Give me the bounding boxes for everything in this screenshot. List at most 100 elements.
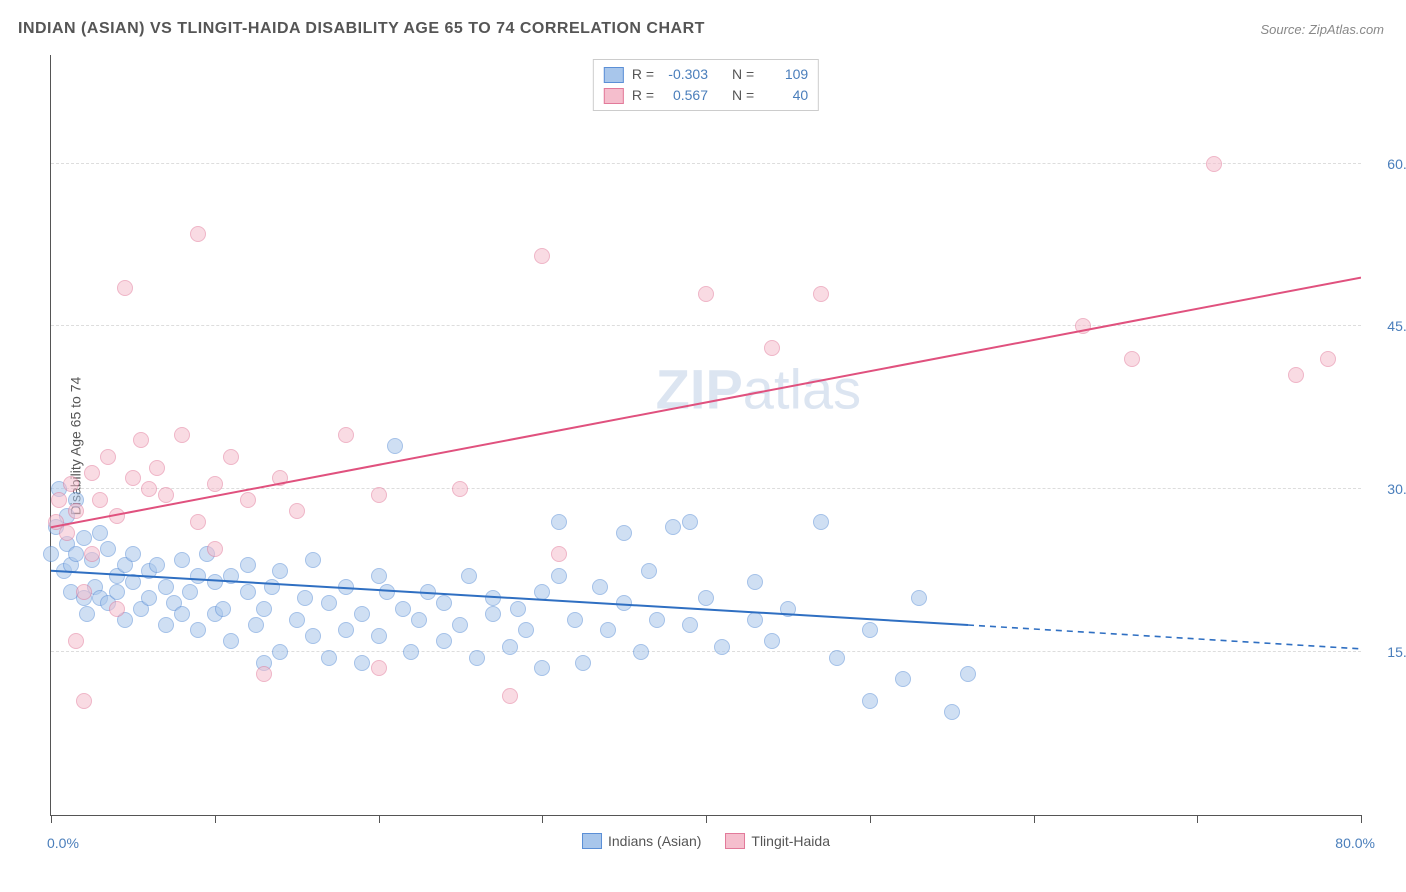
gridline	[51, 488, 1361, 489]
data-point	[321, 650, 337, 666]
data-point	[534, 584, 550, 600]
data-point	[338, 579, 354, 595]
data-point	[76, 584, 92, 600]
data-point	[63, 476, 79, 492]
data-point	[190, 622, 206, 638]
data-point	[452, 617, 468, 633]
swatch-indians	[604, 67, 624, 83]
data-point	[371, 628, 387, 644]
x-tick	[1361, 815, 1362, 823]
swatch-tlingit	[604, 88, 624, 104]
data-point	[649, 612, 665, 628]
data-point	[174, 552, 190, 568]
data-point	[1075, 318, 1091, 334]
series-legend: Indians (Asian) Tlingit-Haida	[582, 833, 830, 849]
legend-item-indians: Indians (Asian)	[582, 833, 701, 849]
data-point	[84, 465, 100, 481]
data-point	[141, 481, 157, 497]
x-tick	[542, 815, 543, 823]
swatch-indians	[582, 833, 602, 849]
data-point	[764, 633, 780, 649]
data-point	[51, 492, 67, 508]
data-point	[207, 574, 223, 590]
data-point	[100, 449, 116, 465]
data-point	[616, 595, 632, 611]
data-point	[215, 601, 231, 617]
y-tick-label: 30.0%	[1367, 481, 1406, 497]
data-point	[76, 530, 92, 546]
data-point	[240, 492, 256, 508]
data-point	[379, 584, 395, 600]
data-point	[534, 660, 550, 676]
data-point	[534, 248, 550, 264]
data-point	[256, 666, 272, 682]
data-point	[461, 568, 477, 584]
data-point	[862, 693, 878, 709]
data-point	[436, 633, 452, 649]
data-point	[354, 606, 370, 622]
data-point	[354, 655, 370, 671]
data-point	[469, 650, 485, 666]
data-point	[109, 508, 125, 524]
data-point	[641, 563, 657, 579]
data-point	[92, 525, 108, 541]
data-point	[109, 601, 125, 617]
gridline	[51, 163, 1361, 164]
data-point	[338, 427, 354, 443]
data-point	[813, 514, 829, 530]
scatter-chart: ZIPatlas R = -0.303 N = 109 R = 0.567 N …	[50, 55, 1361, 816]
data-point	[600, 622, 616, 638]
data-point	[149, 460, 165, 476]
data-point	[297, 590, 313, 606]
data-point	[395, 601, 411, 617]
x-tick	[215, 815, 216, 823]
data-point	[190, 568, 206, 584]
data-point	[616, 525, 632, 541]
data-point	[240, 557, 256, 573]
data-point	[100, 541, 116, 557]
n-label: N =	[732, 64, 754, 85]
legend-label-tlingit: Tlingit-Haida	[751, 833, 830, 849]
x-tick-max: 80.0%	[1335, 835, 1375, 851]
data-point	[240, 584, 256, 600]
data-point	[403, 644, 419, 660]
data-point	[207, 476, 223, 492]
data-point	[633, 644, 649, 660]
trendlines	[51, 55, 1361, 815]
data-point	[158, 617, 174, 633]
data-point	[338, 622, 354, 638]
x-tick	[1034, 815, 1035, 823]
r-label: R =	[632, 85, 654, 106]
data-point	[420, 584, 436, 600]
y-tick-label: 60.0%	[1367, 156, 1406, 172]
legend-label-indians: Indians (Asian)	[608, 833, 701, 849]
data-point	[371, 568, 387, 584]
data-point	[207, 541, 223, 557]
data-point	[190, 226, 206, 242]
data-point	[944, 704, 960, 720]
data-point	[371, 660, 387, 676]
data-point	[125, 574, 141, 590]
data-point	[289, 503, 305, 519]
data-point	[575, 655, 591, 671]
data-point	[68, 633, 84, 649]
r-value-tlingit: 0.567	[662, 85, 708, 106]
data-point	[510, 601, 526, 617]
data-point	[714, 639, 730, 655]
data-point	[182, 584, 198, 600]
gridline	[51, 325, 1361, 326]
data-point	[223, 633, 239, 649]
x-tick-min: 0.0%	[47, 835, 79, 851]
data-point	[895, 671, 911, 687]
data-point	[780, 601, 796, 617]
correlation-legend: R = -0.303 N = 109 R = 0.567 N = 40	[593, 59, 819, 111]
data-point	[665, 519, 681, 535]
data-point	[764, 340, 780, 356]
data-point	[1320, 351, 1336, 367]
data-point	[133, 432, 149, 448]
data-point	[79, 606, 95, 622]
data-point	[84, 546, 100, 562]
data-point	[158, 487, 174, 503]
data-point	[141, 590, 157, 606]
data-point	[248, 617, 264, 633]
